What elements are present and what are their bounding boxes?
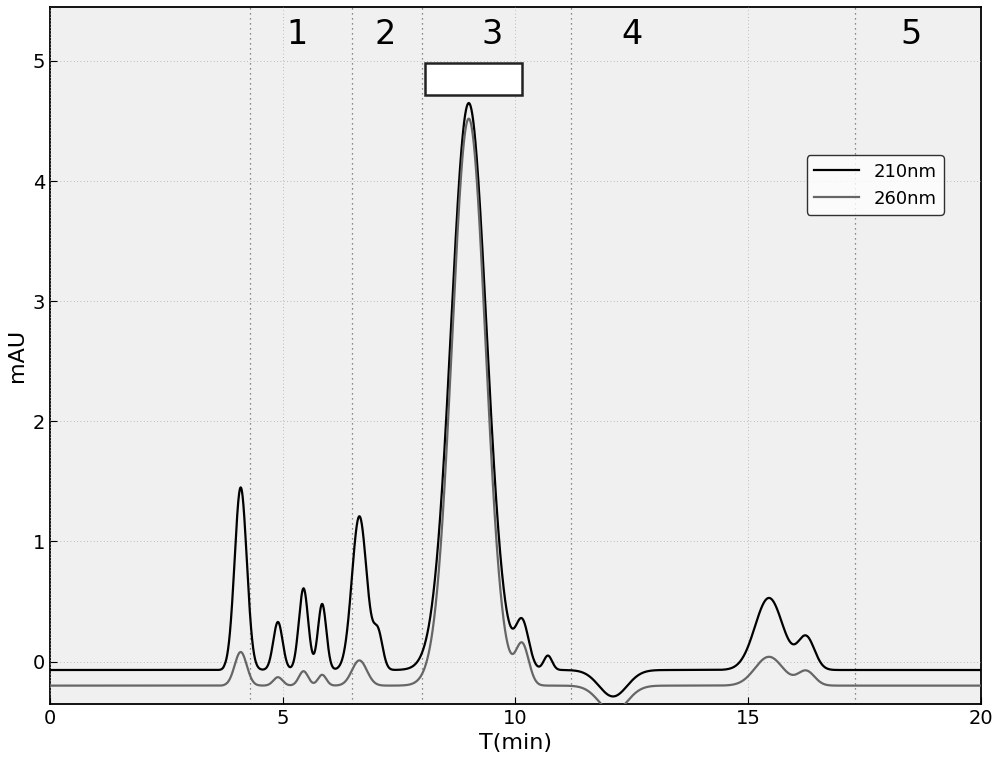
260nm [636,684,648,693]
210nm [734,657,746,666]
Text: 2: 2 [374,18,396,51]
260nm [975,681,987,690]
Line: 260nm: 260nm [50,119,981,712]
Text: 1: 1 [286,18,307,51]
210nm [975,666,987,675]
260nm [595,699,607,708]
Line: 210nm: 210nm [50,103,981,696]
260nm [381,681,393,690]
Y-axis label: mAU: mAU [7,329,27,382]
Text: 5: 5 [900,18,922,51]
260nm [91,681,103,690]
260nm [463,114,475,123]
210nm [44,666,56,675]
210nm [91,666,103,675]
210nm [784,637,796,646]
210nm [607,692,619,701]
260nm [44,681,56,690]
210nm [463,99,475,108]
Text: 4: 4 [621,18,642,51]
Legend: 210nm, 260nm: 210nm, 260nm [807,155,944,215]
210nm [381,660,393,669]
210nm [595,683,607,692]
260nm [734,678,746,687]
Bar [425,63,522,95]
260nm [607,708,619,717]
260nm [784,670,796,679]
X-axis label: T(min): T(min) [479,733,552,753]
Text: 3: 3 [481,18,503,51]
210nm [636,669,648,678]
